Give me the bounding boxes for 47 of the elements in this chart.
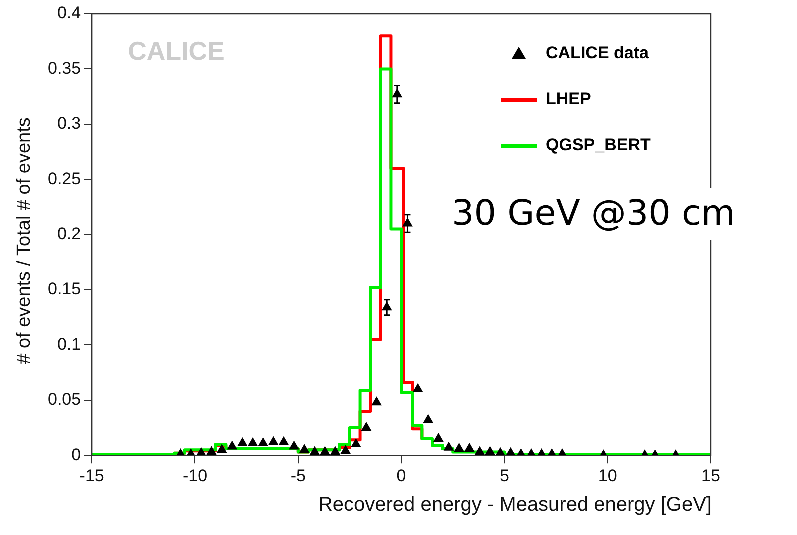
y-tick-label: 0.1 — [57, 334, 82, 354]
point — [412, 383, 424, 392]
legend-label: LHEP — [546, 90, 592, 109]
point — [464, 442, 475, 452]
x-tick-label: 0 — [396, 466, 406, 486]
y-tick-label: 0.15 — [48, 280, 82, 299]
point — [278, 436, 290, 446]
y-tick-label: 0.4 — [57, 4, 82, 23]
point — [444, 442, 454, 451]
y-axis-title: # of events / Total # of events — [14, 116, 36, 366]
legend-label: CALICE data — [546, 44, 650, 63]
x-tick-label: 10 — [598, 466, 618, 486]
x-tick-label: 5 — [500, 466, 510, 486]
x-tick-label: -5 — [290, 466, 306, 486]
y-tick-label: 0 — [72, 445, 82, 464]
point — [433, 433, 444, 442]
point — [340, 445, 352, 454]
x-tick-label: 15 — [702, 466, 720, 486]
x-tick-label: -15 — [80, 466, 104, 486]
point — [330, 446, 341, 456]
point — [227, 440, 238, 450]
point — [372, 396, 382, 406]
annotation: 30 GeV @30 cm — [440, 188, 748, 240]
point — [216, 444, 228, 454]
point — [320, 446, 330, 456]
point — [289, 440, 300, 450]
point — [361, 422, 372, 431]
y-tick-label: 0.3 — [57, 114, 82, 134]
legend-label: QGSP_BERT — [546, 136, 652, 155]
point — [268, 436, 279, 446]
point — [454, 442, 465, 452]
point — [350, 438, 362, 448]
point — [310, 446, 320, 456]
x-axis-title: Recovered energy - Measured energy [GeV] — [318, 494, 712, 517]
point — [206, 446, 217, 456]
x-tick-label: -10 — [182, 466, 208, 486]
point — [237, 437, 248, 446]
y-tick-label: 0.35 — [48, 58, 82, 78]
point — [474, 446, 486, 456]
y-tick-label: 0.2 — [57, 224, 82, 244]
point — [248, 437, 258, 446]
y-tick-label: 0.05 — [48, 390, 82, 410]
point — [423, 414, 434, 424]
point — [258, 437, 269, 446]
point — [485, 446, 496, 456]
point — [299, 444, 310, 454]
y-tick-label: 0.25 — [48, 169, 82, 188]
